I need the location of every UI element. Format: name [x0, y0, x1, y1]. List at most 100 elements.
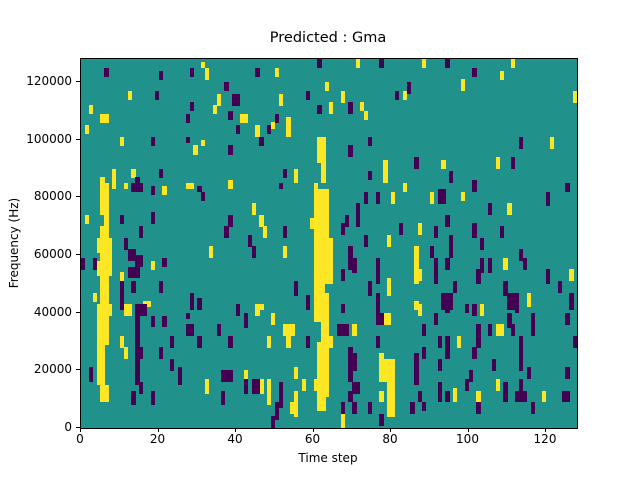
- heatmap-cell: [340, 269, 345, 282]
- heatmap-cell: [247, 234, 252, 247]
- heatmap-cell: [201, 139, 206, 146]
- heatmap-cell: [546, 191, 551, 207]
- x-tick-label: 60: [304, 432, 321, 446]
- heatmap-cell: [565, 367, 570, 380]
- heatmap-cell: [491, 358, 497, 371]
- heatmap-cell: [340, 223, 345, 236]
- heatmap: [81, 59, 577, 428]
- heatmap-cell: [270, 312, 276, 325]
- y-tick-mark: [76, 196, 80, 198]
- x-tick-label: 20: [149, 432, 166, 446]
- heatmap-cell: [472, 223, 477, 239]
- plot-area: [80, 58, 578, 429]
- heatmap-cell: [216, 324, 221, 337]
- heatmap-cell: [363, 234, 369, 247]
- heatmap-cell: [294, 367, 299, 380]
- heatmap-cell: [367, 402, 373, 414]
- heatmap-cell: [340, 90, 345, 103]
- heatmap-cell: [282, 226, 287, 239]
- heatmap-cell: [429, 191, 435, 204]
- heatmap-cell: [433, 312, 438, 325]
- heatmap-cell: [150, 315, 156, 328]
- heatmap-cell: [456, 335, 462, 348]
- heatmap-cell: [546, 269, 551, 285]
- heatmap-cell: [433, 257, 438, 285]
- heatmap-cell: [437, 335, 442, 348]
- heatmap-cell: [437, 358, 442, 371]
- heatmap-cell: [158, 168, 163, 178]
- heatmap-cell: [100, 182, 109, 216]
- heatmap-cell: [278, 93, 283, 106]
- heatmap-cell: [150, 185, 156, 195]
- heatmap-cell: [224, 226, 229, 239]
- heatmap-cell: [189, 292, 194, 311]
- heatmap-cell: [251, 378, 260, 394]
- heatmap-cell: [135, 255, 144, 267]
- heatmap-cell: [112, 182, 117, 190]
- heatmap-cell: [123, 304, 132, 316]
- heatmap-cell: [348, 246, 353, 270]
- heatmap-cell: [274, 402, 280, 420]
- heatmap-cell: [445, 304, 450, 314]
- heatmap-cell: [476, 390, 481, 403]
- x-tick-label: 100: [456, 432, 479, 446]
- heatmap-cell: [460, 191, 466, 201]
- heatmap-cell: [348, 102, 353, 115]
- heatmap-cell: [445, 59, 450, 69]
- x-tick-label: 80: [382, 432, 398, 446]
- heatmap-cell: [352, 257, 357, 273]
- heatmap-cell: [317, 341, 330, 389]
- heatmap-cell: [445, 390, 450, 403]
- heatmap-cell: [135, 304, 148, 316]
- heatmap-cell: [573, 90, 577, 103]
- heatmap-cell: [286, 335, 291, 348]
- x-axis-label: Time step: [298, 451, 358, 465]
- heatmap-cell: [100, 113, 109, 123]
- heatmap-cell: [518, 249, 524, 262]
- heatmap-cell: [433, 226, 438, 239]
- heatmap-cell: [402, 90, 407, 100]
- heatmap-cell: [185, 312, 190, 319]
- heatmap-cell: [317, 387, 326, 412]
- heatmap-cell: [197, 185, 202, 192]
- y-tick-mark: [76, 369, 80, 371]
- heatmap-cell: [464, 378, 469, 391]
- heatmap-cell: [131, 280, 136, 293]
- heatmap-cell: [216, 93, 221, 106]
- heatmap-cell: [185, 113, 190, 123]
- heatmap-cell: [267, 125, 272, 135]
- heatmap-cell: [383, 159, 388, 172]
- heatmap-cell: [418, 269, 423, 282]
- heatmap-cell: [154, 90, 159, 100]
- heatmap-cell: [526, 367, 531, 380]
- heatmap-cell: [375, 191, 380, 204]
- heatmap-cell: [449, 234, 454, 259]
- heatmap-cell: [170, 358, 175, 371]
- y-tick-label: 20000: [33, 362, 72, 377]
- heatmap-cell: [96, 315, 109, 345]
- heatmap-cell: [220, 390, 225, 406]
- heatmap-cell: [92, 292, 97, 302]
- heatmap-cell: [243, 312, 249, 328]
- heatmap-cell: [464, 304, 469, 314]
- heatmap-cell: [259, 214, 264, 227]
- y-tick-label: 0: [64, 420, 72, 434]
- heatmap-cell: [480, 304, 485, 316]
- heatmap-cell: [352, 353, 357, 371]
- y-tick-label: 80000: [33, 189, 72, 204]
- heatmap-cell: [375, 257, 380, 285]
- heatmap-cell: [100, 177, 105, 184]
- heatmap-cell: [96, 237, 113, 253]
- heatmap-cell: [379, 59, 384, 69]
- heatmap-cell: [305, 295, 311, 311]
- x-tick-mark: [390, 428, 391, 432]
- heatmap-cell: [340, 413, 345, 428]
- heatmap-cell: [391, 191, 396, 204]
- heatmap-cell: [255, 304, 260, 316]
- heatmap-cell: [201, 61, 206, 69]
- heatmap-cell: [274, 113, 280, 123]
- heatmap-cell: [139, 381, 144, 394]
- heatmap-cell: [518, 335, 524, 371]
- heatmap-cell: [445, 257, 450, 270]
- heatmap-cell: [212, 105, 218, 115]
